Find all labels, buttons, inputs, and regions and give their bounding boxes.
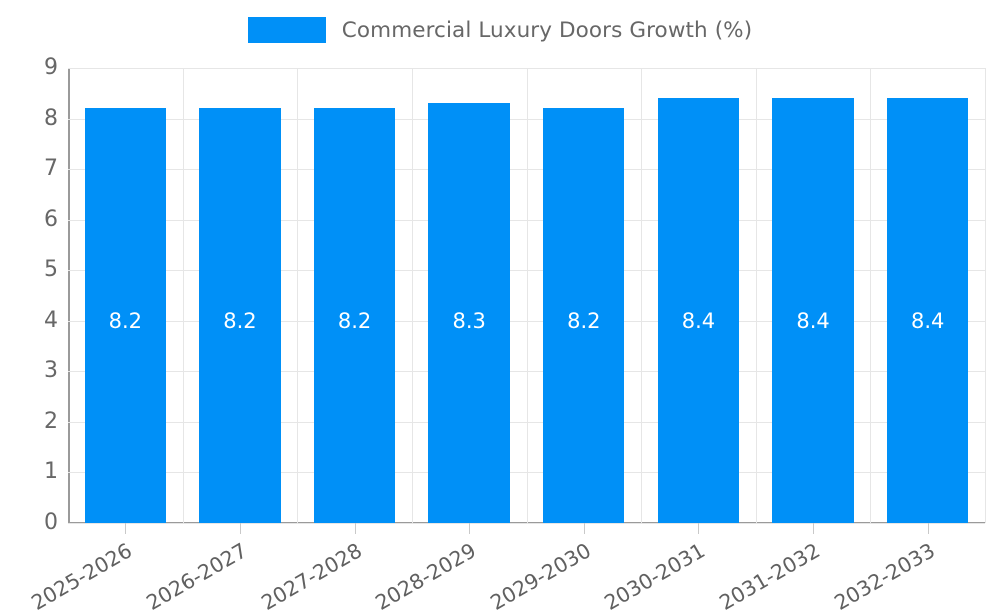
x-axis-tick-mark: [698, 523, 700, 534]
x-axis-tick: 2029-2030: [486, 523, 642, 615]
bar[interactable]: 8.4: [772, 98, 854, 523]
x-axis-tick-mark: [354, 523, 356, 534]
gridline-vertical: [985, 68, 986, 523]
bar[interactable]: 8.2: [84, 108, 166, 523]
y-axis-tick-label: 0: [44, 510, 58, 535]
gridline-vertical: [755, 68, 757, 523]
x-axis-tick-mark: [125, 523, 127, 534]
y-axis-tick-label: 4: [44, 307, 58, 333]
bar-slot: 8.2: [527, 68, 642, 523]
gridline-vertical: [870, 68, 872, 523]
bar-value-label: 8.2: [337, 308, 372, 333]
bar[interactable]: 8.2: [313, 108, 396, 523]
bar[interactable]: 8.4: [657, 98, 740, 523]
x-axis-tick: 2027-2028: [257, 523, 412, 615]
y-axis-tick-label: 8: [44, 105, 58, 131]
x-axis-tick: 2030-2031: [601, 523, 756, 615]
y-axis-tick-label: 5: [44, 257, 58, 283]
y-axis-tick-label: 6: [44, 206, 58, 232]
bar-slot: 8.3: [412, 68, 527, 523]
x-axis-tick: 2028-2029: [371, 523, 527, 615]
bar-series: 8.2 8.2 8.2 8.3 8.2 8.4 8.4 8.4: [68, 68, 985, 523]
x-axis-tick: 2025-2026: [28, 523, 183, 615]
gridline-vertical: [411, 68, 413, 523]
y-axis-tick-label: 2: [44, 408, 58, 434]
y-axis-tick-labels: 0 1 2 3 4 5 6 7 8 9: [0, 57, 58, 534]
bar-chart: Commercial Luxury Doors Growth (%) 0 1 2 3 4…: [0, 12, 1000, 615]
bar-value-label: 8.4: [681, 308, 716, 333]
x-axis-tick-labels: 2025-2026 2026-2027 2027-2028 2028-2029 2029…: [28, 523, 985, 615]
bar[interactable]: 8.2: [199, 108, 281, 523]
bar[interactable]: 8.3: [428, 103, 510, 523]
x-axis-tick: 2026-2027: [142, 523, 298, 615]
y-axis-tick-label: 1: [44, 459, 58, 485]
plot-area: 8.2 8.2 8.2 8.3 8.2 8.4 8.4 8.4: [68, 68, 986, 524]
gridline-vertical: [182, 68, 184, 523]
legend-color-swatch: [247, 17, 326, 43]
bar[interactable]: 8.2: [543, 108, 625, 523]
bar-value-label: 8.2: [223, 308, 257, 333]
x-axis-tick-mark: [583, 523, 585, 534]
bar-slot: 8.2: [297, 68, 412, 523]
bar-slot: 8.2: [68, 68, 183, 523]
x-axis-tick-label: 2025-2026: [27, 538, 137, 615]
x-axis-tick: 2031-2032: [715, 523, 871, 615]
bar-value-label: 8.2: [567, 308, 601, 333]
bar-slot: 8.2: [183, 68, 298, 523]
gridline-vertical: [641, 68, 643, 523]
x-axis-tick-mark: [469, 523, 471, 534]
bar-value-label: 8.4: [796, 308, 830, 333]
gridline-vertical: [297, 68, 299, 523]
bar-slot: 8.4: [641, 68, 756, 523]
gridline-horizontal: [68, 523, 985, 524]
y-axis-line: [68, 68, 70, 524]
bar-slot: 8.4: [756, 68, 871, 523]
bar-value-label: 8.2: [108, 308, 142, 333]
bar-value-label: 8.4: [910, 308, 945, 333]
bar-slot: 8.4: [870, 68, 985, 523]
bar[interactable]: 8.4: [886, 98, 969, 523]
x-axis-tick-mark: [813, 523, 815, 534]
x-axis-tick: 2032-2033: [830, 523, 985, 615]
y-axis-tick-label: 7: [44, 156, 58, 182]
chart-legend: Commercial Luxury Doors Growth (%): [0, 12, 1000, 48]
y-axis-tick-label: 9: [44, 55, 58, 80]
y-axis-tick-label: 3: [44, 358, 58, 384]
x-axis-tick-mark: [239, 523, 241, 534]
legend-label: Commercial Luxury Doors Growth (%): [341, 17, 753, 43]
bar-value-label: 8.3: [452, 308, 486, 333]
x-axis-tick-mark: [927, 523, 929, 534]
gridline-vertical: [526, 68, 528, 523]
